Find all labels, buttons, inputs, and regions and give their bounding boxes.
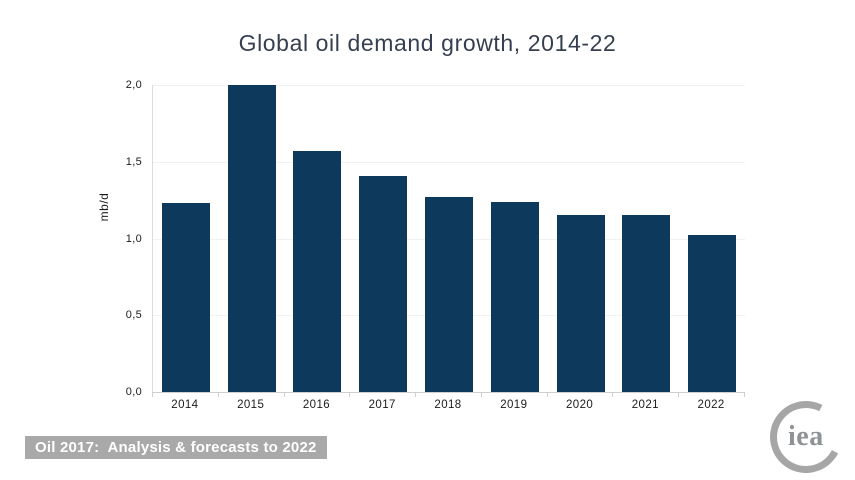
x-tick-mark: [283, 392, 285, 397]
bar-slot-2014: [153, 85, 219, 392]
gridline-1,5: [153, 161, 745, 163]
iea-logo-text: iea: [788, 421, 824, 452]
bar-slot-2021: [613, 85, 679, 392]
plot-area: [152, 85, 745, 397]
gridline-2,0: [153, 85, 745, 86]
bar-2020: [556, 215, 605, 392]
x-axis-label-2018: 2018: [434, 399, 462, 411]
x-axis-label-2017: 2017: [368, 399, 396, 411]
bar-2014: [161, 203, 210, 392]
y-axis-ticks: 0,0 0,5 1,0 1,5 2,0: [0, 79, 142, 398]
bar-2016: [293, 151, 342, 392]
bar-2017: [359, 175, 408, 392]
x-tick-mark: [415, 392, 417, 397]
x-axis-label-2019: 2019: [500, 399, 528, 411]
y-axis-label-1,5: 1,5: [125, 155, 142, 168]
bar-2015: [227, 85, 276, 392]
bar-slot-2015: [219, 85, 285, 392]
x-tick-mark: [678, 392, 680, 397]
bar-slot-2016: [285, 85, 351, 392]
x-tick-mark: [744, 392, 745, 397]
x-tick-mark: [152, 392, 153, 397]
x-axis-label-2022: 2022: [697, 399, 725, 411]
x-tick-mark: [349, 392, 351, 397]
bar-slot-2017: [350, 85, 416, 392]
x-tick-mark: [612, 392, 614, 397]
x-axis-label-2020: 2020: [565, 399, 594, 411]
x-axis-label-2016: 2016: [302, 399, 331, 411]
x-axis-label-2021: 2021: [631, 399, 659, 411]
y-axis-label-1,0: 1,0: [125, 232, 142, 245]
bar-2021: [622, 215, 671, 392]
bar-slot-2018: [416, 85, 482, 392]
x-tick-mark: [480, 392, 482, 397]
bar-series: [153, 85, 745, 392]
x-tick-mark: [217, 392, 219, 397]
bar-slot-2019: [482, 85, 548, 392]
bar-slot-2020: [548, 85, 614, 392]
bar-2022: [688, 235, 737, 392]
y-axis-label-0,5: 0,5: [125, 309, 142, 322]
x-axis-labels: 2014 2015 2016 2017 2018 2019 2020 2021 2022: [152, 399, 744, 417]
iea-logo: iea: [760, 391, 852, 480]
x-axis-label-2014: 2014: [171, 399, 199, 411]
report-badge: Oil 2017: Analysis & forecasts to 2022: [25, 436, 327, 459]
y-axis-label-0,0: 0,0: [125, 386, 142, 398]
y-axis-label-2,0: 2,0: [125, 79, 142, 91]
x-tick-mark: [546, 392, 548, 397]
bar-2019: [490, 201, 539, 392]
bar-2018: [425, 197, 474, 392]
chart-title: Global oil demand growth, 2014-22: [238, 30, 617, 56]
x-axis-label-2015: 2015: [237, 399, 265, 411]
bar-slot-2022: [679, 85, 745, 392]
